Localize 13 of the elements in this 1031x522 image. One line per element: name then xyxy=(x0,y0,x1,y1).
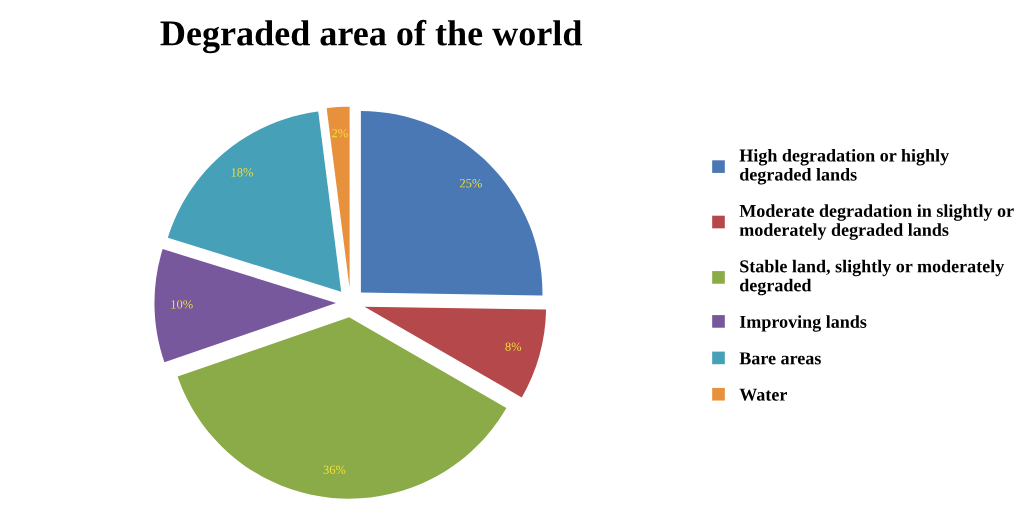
data-label: 36% xyxy=(323,465,346,475)
chart-title: Degraded area of the world xyxy=(160,19,583,54)
legend-label: Water xyxy=(739,388,787,401)
data-label: 25% xyxy=(459,179,482,188)
data-label: 10% xyxy=(171,300,193,309)
data-label: 2% xyxy=(332,128,348,138)
legend-label: Moderate degradation in slightly or moderately degraded lands xyxy=(739,204,1014,240)
legend-label: Bare areas xyxy=(739,352,821,365)
data-label: 8% xyxy=(505,342,522,351)
data-label: 18% xyxy=(231,168,254,177)
legend-label: Stable land, slightly or moderately degraded xyxy=(739,259,1005,296)
legend-label: Improving lands xyxy=(739,315,867,332)
legend-label: High degradation or highly degraded lands xyxy=(739,148,949,185)
